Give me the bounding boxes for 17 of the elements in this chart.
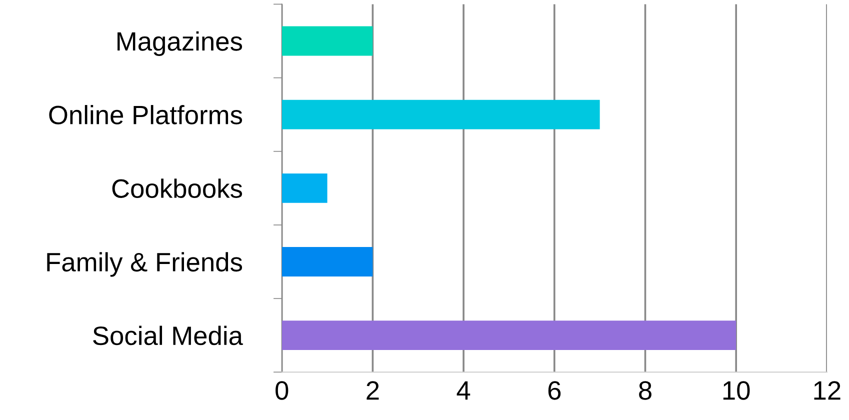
x-tick-label: 12 (814, 381, 840, 400)
x-tick-label: 0 (276, 381, 288, 400)
bar (282, 26, 373, 56)
bar (282, 320, 736, 350)
bar (282, 247, 373, 276)
bar (282, 100, 600, 130)
x-tick-label: 6 (548, 381, 561, 400)
y-tick-label: Social Media (93, 326, 243, 346)
x-tick-label: 4 (456, 381, 470, 400)
y-tick-label: Online Platforms (49, 105, 242, 124)
y-tick-label: Family & Friends (47, 252, 242, 277)
x-tick-label: 8 (639, 381, 652, 400)
y-tick-label: Cookbooks (112, 178, 242, 198)
x-tick-label: 10 (723, 381, 750, 400)
bar (282, 173, 328, 203)
y-tick-label: Magazines (118, 31, 242, 56)
x-tick-label: 2 (366, 381, 379, 400)
